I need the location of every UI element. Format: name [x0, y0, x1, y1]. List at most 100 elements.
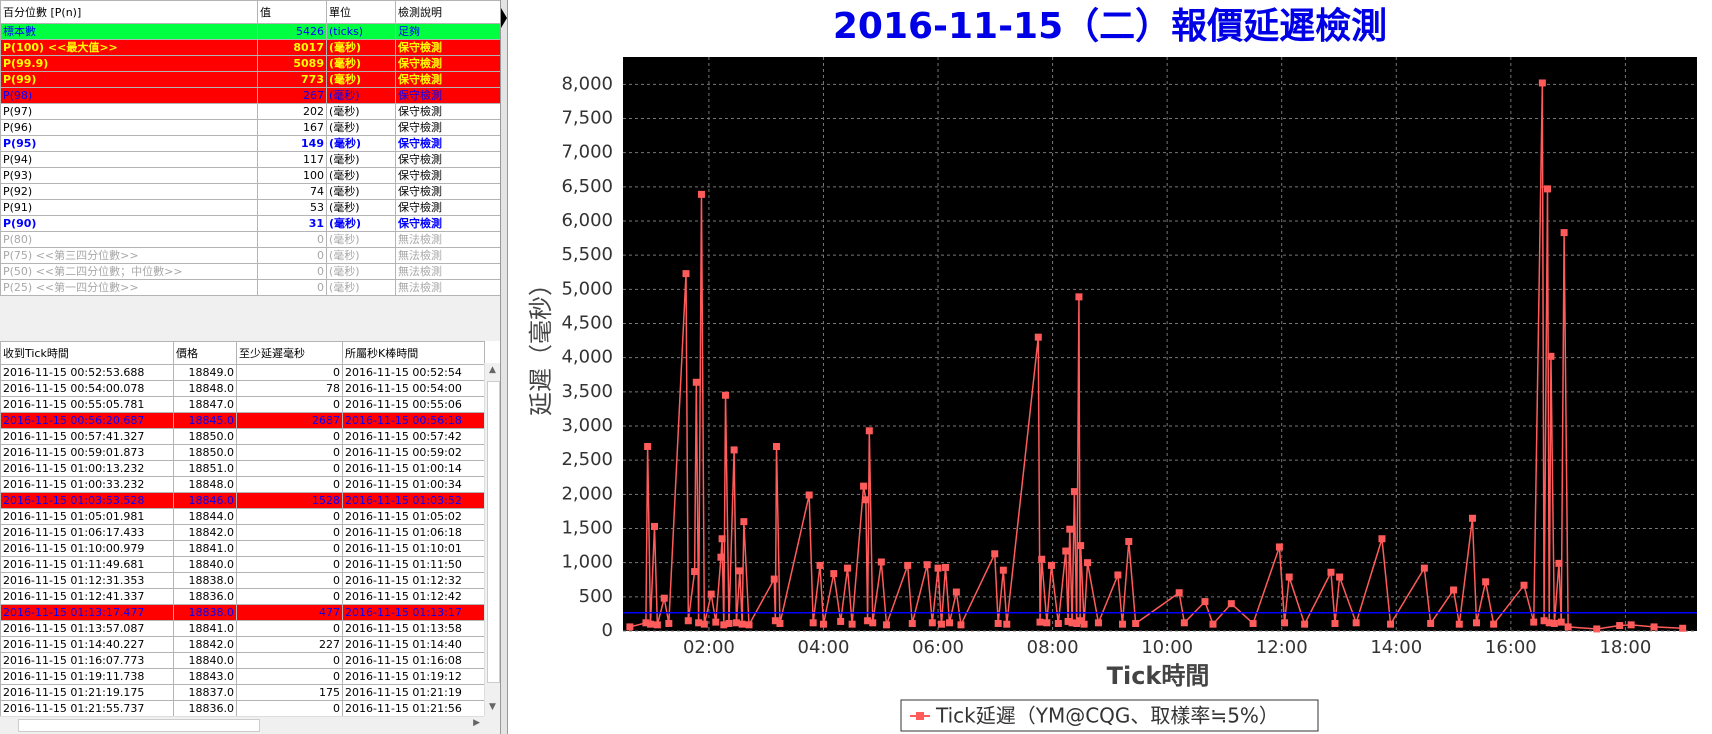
data-point	[1070, 488, 1078, 496]
table-row: 標本數 5426 (ticks) 足夠	[0, 23, 500, 40]
data-point	[830, 570, 838, 578]
table-row: 2016-11-15 00:54:00.078 18848.0 78 2016-11-…	[0, 380, 485, 397]
data-point	[877, 558, 885, 566]
splitter[interactable]	[500, 0, 508, 734]
table-cell: 5089	[257, 55, 327, 72]
data-point	[1627, 621, 1635, 629]
table-cell: 2016-11-15 01:16:07.773	[0, 652, 174, 669]
data-point	[882, 621, 890, 629]
table-cell: 2016-11-15 00:52:53.688	[0, 364, 174, 381]
column-header[interactable]: 單位	[326, 0, 396, 24]
y-tick-label: 2,500	[561, 449, 613, 470]
table-cell: 保守檢測	[395, 119, 500, 136]
table-cell: 0	[236, 508, 343, 525]
column-header[interactable]: 百分位數 [P(n)]	[0, 0, 258, 24]
data-point	[736, 567, 744, 575]
data-point	[1482, 578, 1490, 586]
splitter-arrow[interactable]	[501, 4, 507, 34]
data-point	[1047, 561, 1055, 569]
table-row: 2016-11-15 01:00:33.232 18848.0 0 2016-11-1…	[0, 476, 485, 493]
scroll-down[interactable]: ▼	[489, 702, 496, 712]
table-cell: (毫秒)	[326, 183, 396, 200]
data-point	[945, 619, 953, 627]
table-cell: 0	[236, 540, 343, 557]
data-point	[722, 391, 730, 399]
scroll-up[interactable]: ▲	[489, 365, 496, 375]
data-point	[865, 427, 873, 435]
table-cell: 149	[257, 135, 327, 152]
table-row: P(97) 202 (毫秒) 保守檢測	[0, 103, 500, 120]
percentile-table: 百分位數 [P(n)] 值單位 檢測說明 標本數 5426 (ticks) 足夠 P(100…	[0, 0, 500, 296]
column-header[interactable]: 收到Tick時間	[0, 341, 174, 365]
data-point	[1175, 589, 1183, 597]
table-cell: 2016-11-15 01:11:50	[342, 556, 485, 573]
data-point	[1538, 79, 1546, 87]
table-cell: 477	[236, 604, 343, 621]
column-header[interactable]: 檢測說明	[395, 0, 500, 24]
data-point	[646, 620, 654, 628]
table-cell: (毫秒)	[326, 119, 396, 136]
data-point	[642, 619, 650, 627]
scroll-thumb[interactable]	[487, 381, 500, 683]
table-cell: 2016-11-15 01:13:58	[342, 620, 485, 637]
column-header[interactable]: 所屬秒K棒時間	[342, 341, 485, 365]
table-row: 2016-11-15 01:03:53.528 18846.0 1528 2016-1…	[0, 492, 485, 509]
table-cell: 2016-11-15 00:56:20.687	[0, 412, 174, 429]
horizontal-scrollbar[interactable]: ▶	[0, 716, 484, 733]
table-cell: 18849.0	[173, 364, 237, 381]
table-cell: (毫秒)	[326, 135, 396, 152]
table-row: P(99) 773 (毫秒) 保守檢測	[0, 71, 500, 88]
table-row: 2016-11-15 01:21:19.175 18837.0 175 2016-11…	[0, 684, 485, 701]
table-cell: 2016-11-15 01:14:40.227	[0, 636, 174, 653]
table-cell: (毫秒)	[326, 199, 396, 216]
vertical-scrollbar[interactable]: ▲ ▼	[484, 363, 500, 716]
table-cell: 2016-11-15 01:03:53.528	[0, 492, 174, 509]
table-cell: 18841.0	[173, 620, 237, 637]
table-cell: P(25) <<第一四分位數>>	[0, 279, 258, 296]
y-tick-label: 7,000	[561, 142, 613, 163]
x-tick-label: 06:00	[912, 637, 964, 658]
table-cell: 2016-11-15 01:05:01.981	[0, 508, 174, 525]
table-cell: 100	[257, 167, 327, 184]
scroll-right[interactable]: ▶	[473, 718, 480, 728]
data-point	[1468, 514, 1476, 522]
scroll-thumb[interactable]	[18, 719, 260, 732]
table-cell: 2016-11-15 01:13:17.477	[0, 604, 174, 621]
table-cell: 2016-11-15 01:05:02	[342, 508, 485, 525]
y-tick-label: 1,500	[561, 518, 613, 539]
data-point	[665, 619, 673, 627]
table-cell: 保守檢測	[395, 183, 500, 200]
table-cell: 保守檢測	[395, 71, 500, 88]
data-point	[712, 618, 720, 626]
table-row: P(99.9) 5089 (毫秒) 保守檢測	[0, 55, 500, 72]
column-header[interactable]: 至少延遲毫秒	[236, 341, 343, 365]
table-cell: 2016-11-15 01:10:01	[342, 540, 485, 557]
chart: 2016-11-15（二）報價延遲檢測 延遲（毫秒） Tick時間 Tick延遲…	[527, 5, 1697, 732]
data-point	[738, 620, 746, 628]
column-header[interactable]: 值	[257, 0, 327, 24]
table-cell: 2016-11-15 01:12:32	[342, 572, 485, 589]
table-cell: 2016-11-15 00:56:18	[342, 412, 485, 429]
data-point	[862, 496, 870, 504]
table-cell: 2016-11-15 01:12:31.353	[0, 572, 174, 589]
table-cell: 18848.0	[173, 380, 237, 397]
table-cell: 202	[257, 103, 327, 120]
table-cell: 無法檢測	[395, 231, 500, 248]
table-cell: 2016-11-15 01:14:40	[342, 636, 485, 653]
data-point	[720, 621, 728, 629]
data-point	[707, 590, 715, 598]
table-cell: 2016-11-15 01:21:55.737	[0, 700, 174, 716]
data-point	[923, 561, 931, 569]
data-point	[1650, 623, 1658, 631]
table-cell: 標本數	[0, 23, 258, 40]
data-point	[848, 620, 856, 628]
table-cell: 保守檢測	[395, 167, 500, 184]
table-cell: 2016-11-15 01:03:52	[342, 492, 485, 509]
column-header[interactable]: 價格	[173, 341, 237, 365]
table-cell: 18836.0	[173, 588, 237, 605]
data-point	[653, 621, 661, 629]
table-cell: 2016-11-15 01:00:34	[342, 476, 485, 493]
legend: Tick延遲（YM@CQG、取樣率≒5%）	[900, 699, 1319, 732]
y-tick-label: 1,000	[561, 552, 613, 573]
table-row: 2016-11-15 01:11:49.681 18840.0 0 2016-11-1…	[0, 556, 485, 573]
